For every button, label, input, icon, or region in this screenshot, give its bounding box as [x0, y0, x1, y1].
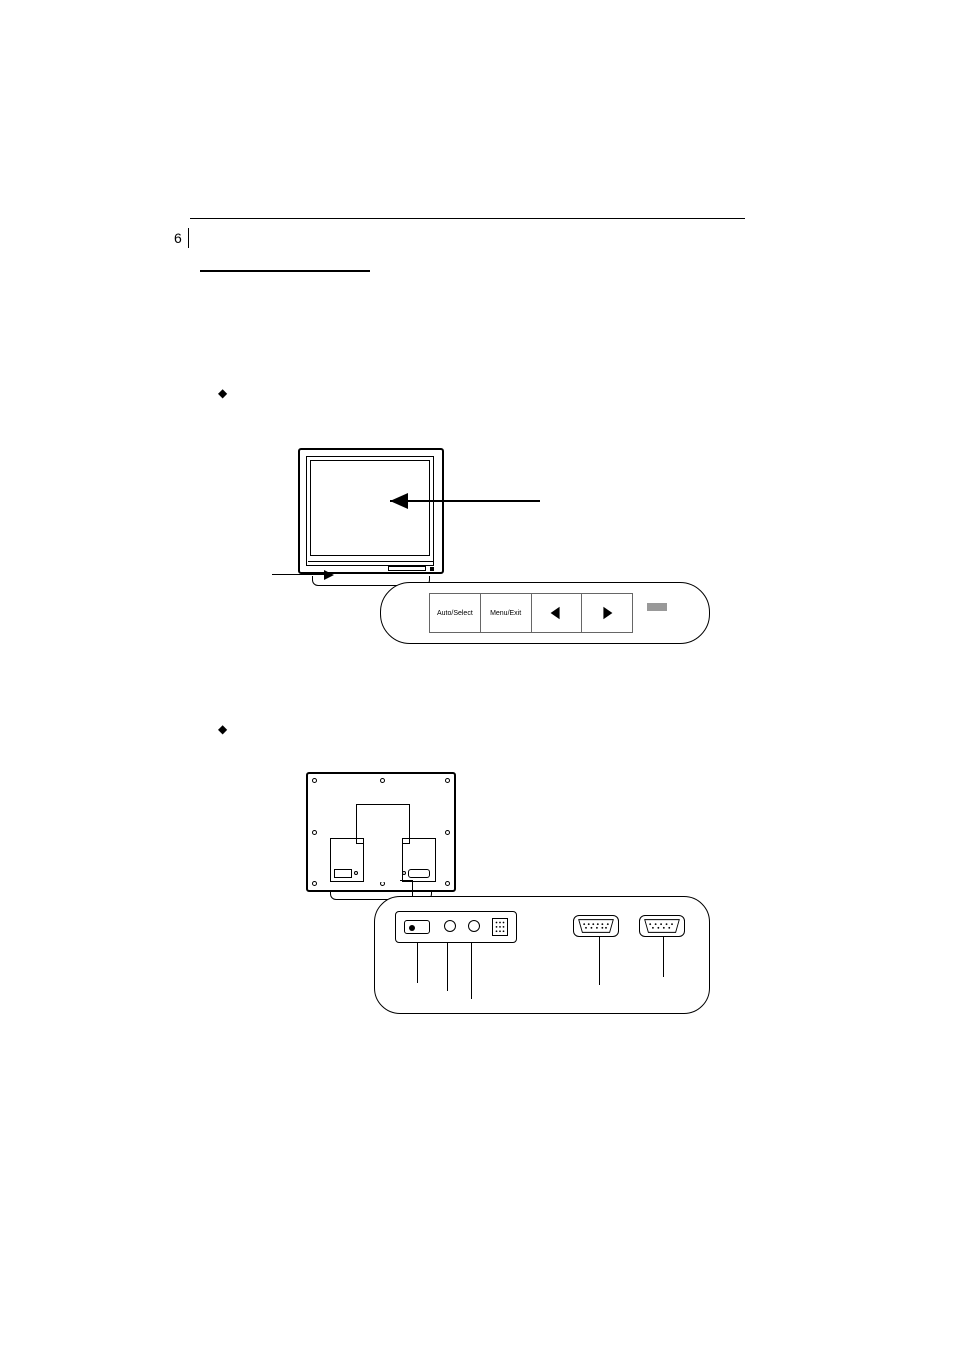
grid-icon: [493, 919, 507, 935]
section-title-underline: [200, 270, 370, 272]
audio-jack-icon: [468, 920, 480, 932]
front-power-led: [430, 567, 434, 571]
rear-mini-jack: [402, 871, 406, 875]
auto-select-button: Auto/Select: [430, 594, 481, 632]
front-callout-arrow-line: [390, 500, 540, 502]
rear-mini-connector: [408, 869, 430, 878]
front-stand-arrow-head: [324, 570, 334, 580]
screw-icon: [312, 778, 317, 783]
triangle-left-icon: [547, 604, 565, 622]
rear-leader-line: [417, 943, 418, 983]
page-number: 6: [174, 228, 189, 248]
bullet-rear-view: ◆: [218, 722, 227, 736]
rear-mini-jack: [354, 871, 358, 875]
triangle-right-icon: [598, 604, 616, 622]
rear-leader-line: [599, 937, 600, 985]
screw-icon: [445, 778, 450, 783]
rear-stand-cutout: [363, 838, 403, 882]
auto-select-label: Auto/Select: [437, 610, 473, 617]
menu-exit-label: Menu/Exit: [490, 610, 521, 617]
rear-callout-leader: [400, 880, 412, 881]
dsub-connector-icon: [639, 915, 685, 937]
front-panel-indicator: [647, 603, 667, 611]
screw-icon: [312, 881, 317, 886]
rear-leader-line: [471, 943, 472, 999]
dsub-connector-icon: [573, 915, 619, 937]
screw-icon: [312, 830, 317, 835]
rear-io-panel-callout: [374, 896, 710, 1014]
screw-icon: [380, 778, 385, 783]
front-panel-button-row: Auto/Select Menu/Exit: [429, 593, 633, 633]
front-stand-arrow-line: [272, 574, 324, 575]
right-arrow-button: [582, 594, 632, 632]
front-chin: [308, 561, 434, 562]
front-callout-arrow-head: [390, 493, 408, 509]
screw-icon: [445, 881, 450, 886]
rear-leader-line: [447, 943, 448, 991]
rear-bezel: [306, 772, 456, 892]
rear-leader-line: [663, 937, 664, 977]
bullet-front-view: ◆: [218, 386, 227, 400]
monitor-front-illustration: [298, 448, 444, 588]
power-switch-icon: [404, 920, 430, 934]
page-header-rule: [190, 218, 745, 219]
rear-mini-power: [334, 869, 352, 878]
front-screen: [310, 460, 430, 556]
front-button-panel-callout: Auto/Select Menu/Exit: [380, 582, 710, 644]
rear-io-left-group: [395, 911, 517, 943]
speaker-port-icon: [492, 918, 508, 936]
screw-icon: [445, 830, 450, 835]
left-arrow-button: [532, 594, 583, 632]
audio-jack-icon: [444, 920, 456, 932]
rear-callout-leader: [412, 880, 413, 896]
menu-exit-button: Menu/Exit: [481, 594, 532, 632]
monitor-rear-illustration: [306, 772, 456, 900]
front-button-strip: [388, 566, 426, 571]
